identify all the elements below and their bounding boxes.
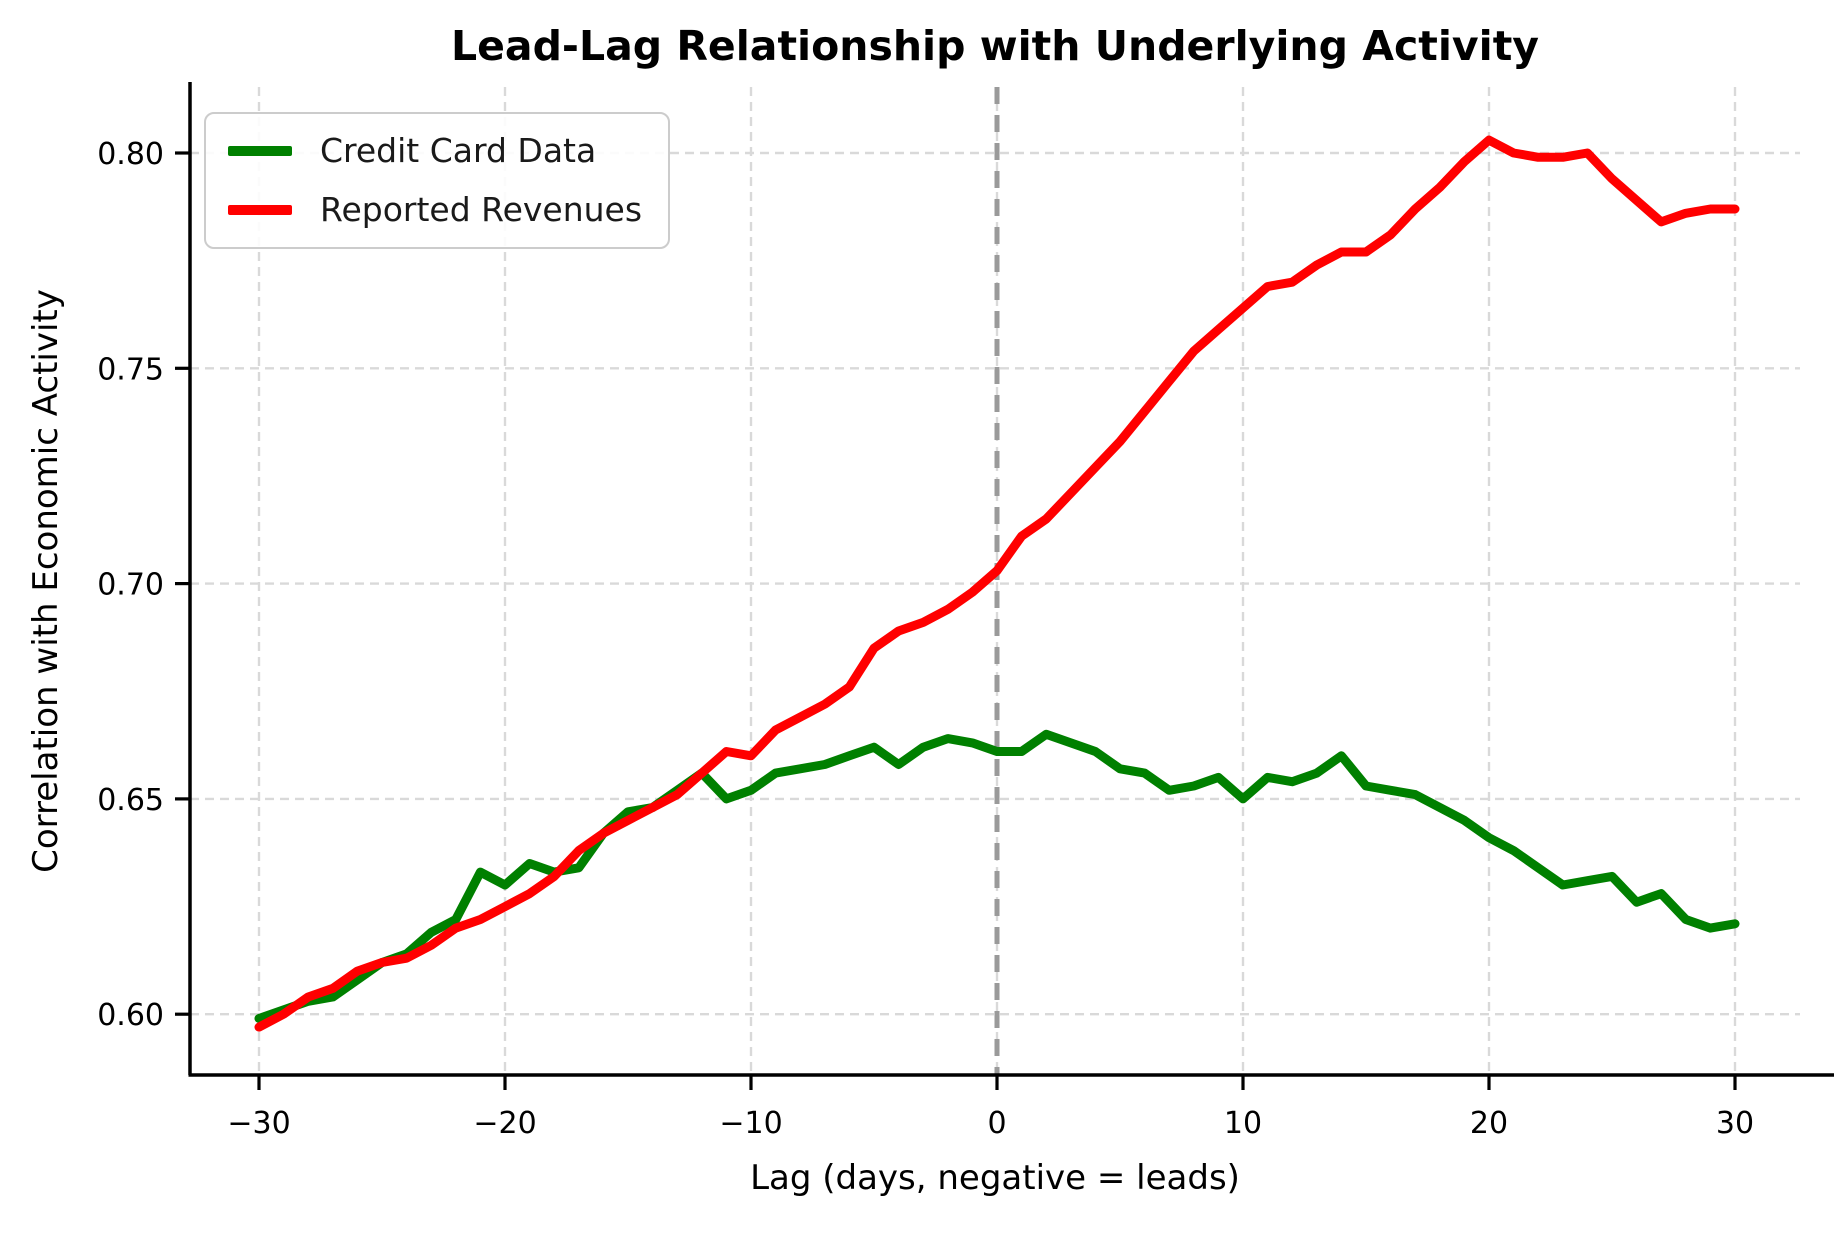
legend-swatch-red-line xyxy=(228,204,292,215)
x-tick-label: 10 xyxy=(1224,1106,1262,1141)
axis-ticks xyxy=(175,151,1737,1090)
y-axis-label: Correlation with Economic Activity xyxy=(26,289,66,873)
series-credit-card-data xyxy=(254,729,1740,1023)
y-tick-label: 0.80 xyxy=(97,137,164,172)
legend-label-reported-revenues: Reported Revenues xyxy=(320,190,643,230)
x-tick-label: −30 xyxy=(227,1106,290,1141)
y-tick-label: 0.65 xyxy=(97,783,164,818)
legend-label-credit-card-data: Credit Card Data xyxy=(320,131,597,170)
series-reported-revenues xyxy=(254,135,1740,1032)
legend: Credit Card Data Reported Revenues xyxy=(204,112,671,249)
x-tick-label: 0 xyxy=(987,1106,1006,1141)
y-tick-label: 0.60 xyxy=(97,998,164,1033)
y-tick-label: 0.70 xyxy=(97,568,164,603)
axes-spines xyxy=(188,82,1834,1077)
axis-tick-labels: 0.60 0.65 0.70 0.75 0.80 −30 −20 −10 0 10 20 30 xyxy=(97,137,1754,1141)
legend-item-credit-card-data: Credit Card Data xyxy=(228,130,642,171)
x-tick-label: −10 xyxy=(719,1106,782,1141)
x-tick-label: 30 xyxy=(1716,1106,1754,1141)
chart-title: Lead-Lag Relationship with Underlying Ac… xyxy=(450,22,1540,70)
x-tick-label: 20 xyxy=(1470,1106,1508,1141)
legend-swatch-green-line xyxy=(228,145,292,156)
x-axis-label: Lag (days, negative = leads) xyxy=(750,1158,1240,1198)
y-tick-label: 0.75 xyxy=(97,352,164,387)
legend-item-reported-revenues: Reported Revenues xyxy=(228,189,642,230)
x-tick-label: −20 xyxy=(473,1106,536,1141)
